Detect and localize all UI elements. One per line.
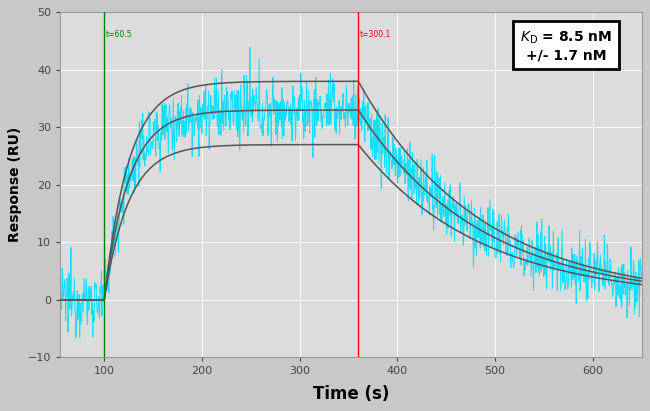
X-axis label: Time (s): Time (s) bbox=[313, 385, 389, 403]
Text: $K_{\mathrm{D}}$ = 8.5 nM
+/- 1.7 nM: $K_{\mathrm{D}}$ = 8.5 nM +/- 1.7 nM bbox=[520, 30, 612, 62]
Y-axis label: Response (RU): Response (RU) bbox=[8, 127, 22, 242]
Text: t=300.1: t=300.1 bbox=[359, 30, 391, 39]
Text: t=60.5: t=60.5 bbox=[106, 30, 132, 39]
